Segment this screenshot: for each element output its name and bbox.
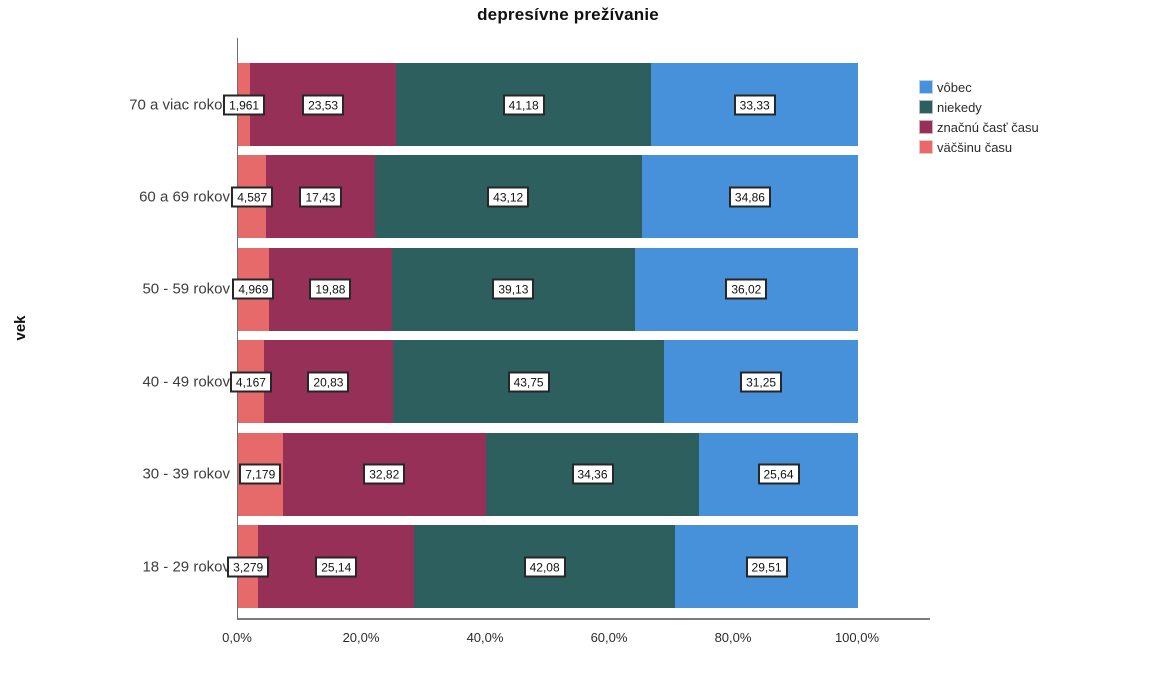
value-label: 33,33: [733, 94, 776, 115]
bar-track: 4,969 19,88 39,13 36,02: [232, 247, 858, 331]
chart-title: depresívne prežívanie: [477, 5, 659, 24]
legend-swatch: [919, 100, 933, 114]
bar-row: 1,961 23,53 41,18 33,33: [223, 63, 858, 146]
value-label: 36,02: [725, 278, 768, 300]
value-label: 39,13: [492, 278, 535, 300]
value-label: 42,08: [523, 556, 566, 577]
bar-track: 3,279 25,14 42,08 29,51: [227, 525, 859, 608]
bar-row: 4,167 20,83 43,75 31,25: [229, 340, 858, 424]
value-label: 1,961: [223, 94, 266, 115]
value-label: 32,82: [363, 463, 406, 485]
bar-track: 7,179 32,82 34,36 25,64: [238, 432, 858, 516]
value-label: 34,36: [571, 463, 614, 485]
value-label: 25,64: [757, 463, 800, 485]
legend-label: vôbec: [937, 79, 972, 95]
x-tick-label: 60,0%: [590, 630, 628, 645]
x-tick-label: 0,0%: [222, 630, 252, 645]
x-tick-label: 40,0%: [466, 630, 504, 645]
value-label: 4,969: [232, 278, 275, 300]
value-label: 3,279: [227, 556, 270, 577]
category-label: 18 - 29 rokov: [142, 558, 230, 575]
legend-item: vôbec: [919, 77, 1039, 97]
y-axis-label: vek: [12, 315, 30, 341]
legend-swatch: [919, 80, 933, 94]
value-label: 41,18: [502, 94, 545, 115]
value-label: 23,53: [302, 94, 345, 115]
bar-row: 4,969 19,88 39,13 36,02: [232, 247, 858, 331]
value-label: 34,86: [728, 186, 771, 208]
legend-label: niekedy: [937, 99, 982, 115]
bar-row: 3,279 25,14 42,08 29,51: [227, 525, 859, 608]
legend-item: väčšinu času: [919, 137, 1039, 157]
value-label: 4,167: [229, 371, 272, 393]
x-tick-label: 20,0%: [342, 630, 380, 645]
legend-label: väčšinu času: [937, 139, 1013, 155]
legend-swatch: [919, 120, 933, 134]
legend-swatch: [919, 140, 933, 154]
bar-track: 1,961 23,53 41,18 33,33: [223, 63, 858, 146]
legend-item: niekedy: [919, 97, 1039, 117]
legend-label: značnú časť času: [937, 119, 1039, 135]
plot-area: 1,961 23,53 41,18 33,33 4,587 17,43 43,12 34,86…: [223, 38, 930, 620]
category-label: 40 - 49 rokov: [142, 373, 230, 391]
category-label: 50 - 59 rokov: [142, 280, 230, 298]
x-tick-label: 100,0%: [834, 630, 880, 645]
category-label: 70 a viac rokov: [129, 96, 230, 113]
bar-track: 4,167 20,83 43,75 31,25: [229, 340, 858, 424]
value-label: 43,12: [487, 186, 530, 208]
bar-track: 4,587 17,43 43,12 34,86: [231, 155, 858, 239]
bar-row: 4,587 17,43 43,12 34,86: [231, 155, 858, 239]
value-label: 43,75: [507, 371, 550, 393]
value-label: 29,51: [745, 556, 788, 577]
value-label: 7,179: [239, 463, 282, 485]
value-label: 25,14: [315, 556, 358, 577]
bar-row: 7,179 32,82 34,36 25,64: [238, 432, 858, 516]
value-label: 4,587: [231, 186, 274, 208]
value-label: 20,83: [307, 371, 350, 393]
legend: vôbec niekedy značnú časť času väčšinu času: [919, 77, 1039, 157]
category-label: 30 - 39 rokov: [142, 465, 230, 483]
x-tick-label: 80,0%: [714, 630, 752, 645]
value-label: 31,25: [740, 371, 783, 393]
value-label: 17,43: [299, 186, 342, 208]
value-label: 19,88: [309, 278, 352, 300]
legend-item: značnú časť času: [919, 117, 1039, 137]
category-label: 60 a 69 rokov: [139, 188, 230, 206]
